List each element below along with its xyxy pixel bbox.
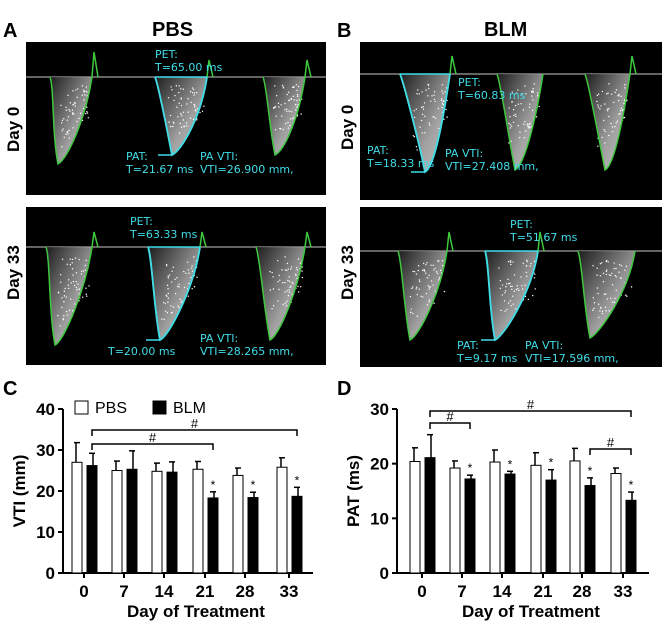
bar-blm-day14	[505, 474, 515, 573]
bar-pbs-day14	[490, 462, 500, 573]
bar-blm-day7	[465, 479, 475, 573]
x-tick-label: 28	[236, 582, 255, 601]
significance-asterisk: *	[211, 478, 216, 492]
y-axis-label: VTI (mm)	[10, 455, 29, 528]
bar-blm-day0	[425, 458, 435, 573]
bar-blm-day7	[127, 469, 137, 573]
bracket-label: #	[191, 416, 199, 431]
x-tick-label: 7	[119, 582, 128, 601]
bar-pbs-day7	[112, 471, 122, 574]
legend-label-pbs: PBS	[95, 400, 127, 417]
bar-blm-day28	[585, 486, 595, 573]
bar-pbs-day28	[570, 461, 580, 573]
significance-asterisk: *	[629, 478, 634, 492]
y-tick-label: 0	[380, 564, 389, 583]
bracket-label: #	[527, 397, 535, 412]
x-tick-label: 0	[79, 582, 88, 601]
bar-pbs-day0	[410, 461, 420, 573]
legend-swatch-pbs	[75, 401, 88, 414]
y-tick-label: 30	[36, 441, 55, 460]
significance-asterisk: *	[508, 457, 513, 471]
significance-asterisk: *	[549, 456, 554, 470]
x-tick-label: 28	[573, 582, 592, 601]
y-tick-label: 40	[36, 400, 55, 419]
bar-blm-day28	[248, 498, 258, 573]
significance-asterisk: *	[588, 464, 593, 478]
significance-asterisk: *	[468, 461, 473, 475]
y-tick-label: 10	[36, 523, 55, 542]
bar-pbs-day33	[611, 474, 621, 573]
bar-pbs-day0	[72, 462, 82, 573]
bracket-label: #	[607, 435, 615, 450]
x-tick-label: 7	[457, 582, 466, 601]
bar-blm-day21	[546, 480, 556, 573]
x-tick-label: 21	[534, 582, 553, 601]
bar-pbs-day21	[531, 465, 541, 573]
bar-blm-day33	[292, 496, 302, 573]
bar-blm-day33	[626, 500, 636, 573]
y-tick-label: 10	[370, 509, 389, 528]
x-tick-label: 33	[280, 582, 299, 601]
bar-pbs-day14	[152, 471, 162, 573]
bar-pbs-day21	[193, 469, 203, 573]
significance-asterisk: *	[251, 478, 256, 492]
bar-pbs-day28	[233, 475, 243, 573]
y-tick-label: 0	[46, 564, 55, 583]
bar-pbs-day7	[450, 468, 460, 573]
significance-asterisk: *	[295, 473, 300, 487]
chart-D: 0 10 20 30 0 7 14 21 28 33 Day of Treatment PAT (ms…	[344, 397, 649, 621]
bar-pbs-day33	[277, 467, 287, 573]
chart-C: 0 10 20 30 40 0 7 14 21 28 33 Day of Treatment VTI (…	[10, 400, 313, 621]
bracket-label: #	[149, 430, 157, 445]
x-tick-label: 0	[417, 582, 426, 601]
legend-swatch-blm	[153, 401, 166, 414]
x-tick-label: 33	[614, 582, 633, 601]
y-tick-label: 30	[370, 400, 389, 419]
y-tick-label: 20	[370, 455, 389, 474]
x-tick-label: 14	[493, 582, 512, 601]
y-tick-label: 20	[36, 482, 55, 501]
x-axis-label: Day of Treatment	[462, 602, 600, 621]
x-tick-label: 14	[155, 582, 174, 601]
y-axis-label: PAT (ms)	[344, 455, 363, 527]
x-tick-label: 21	[196, 582, 215, 601]
bar-blm-day0	[87, 466, 97, 573]
bar-blm-day14	[167, 472, 177, 573]
bar-blm-day21	[208, 498, 218, 573]
legend-label-blm: BLM	[173, 400, 206, 417]
x-axis-label: Day of Treatment	[127, 602, 265, 621]
